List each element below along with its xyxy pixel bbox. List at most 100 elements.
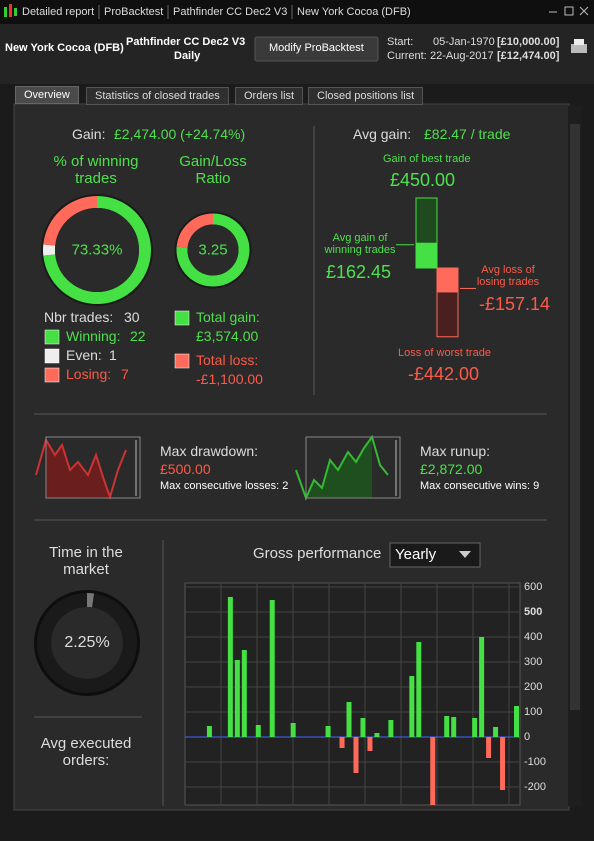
gain-value: £2,474.00 (+24.74%) bbox=[114, 126, 246, 142]
tab[interactable]: Orders list bbox=[235, 87, 304, 105]
bar bbox=[255, 725, 261, 737]
legend-swatch bbox=[174, 353, 190, 369]
bar bbox=[367, 737, 373, 751]
orders-title: Avg executed orders: bbox=[40, 735, 132, 769]
donut-segment bbox=[176, 213, 214, 249]
winning-value: 73.33% bbox=[71, 241, 123, 259]
window-tab[interactable]: Pathfinder CC Dec2 V3 bbox=[173, 6, 288, 18]
runup-note: Max consecutive wins: 9 bbox=[420, 480, 540, 492]
y-tick-label: 200 bbox=[524, 681, 542, 693]
avg-label: Avg gain: bbox=[353, 126, 412, 142]
runup-box bbox=[305, 436, 401, 499]
instrument: New York Cocoa (DFB) bbox=[5, 42, 124, 54]
bar bbox=[325, 726, 331, 737]
button-label[interactable]: Modify ProBacktest bbox=[269, 42, 364, 54]
drawdown-label: Max drawdown: bbox=[160, 443, 259, 459]
runup-sparkline bbox=[306, 437, 372, 498]
donut-segment bbox=[176, 213, 250, 287]
bar bbox=[416, 642, 422, 737]
avg-win-value: £162.45 bbox=[326, 262, 392, 282]
tab[interactable]: Closed positions list bbox=[308, 87, 424, 105]
bar bbox=[493, 727, 499, 737]
window-tab[interactable]: Detailed report bbox=[22, 6, 95, 18]
window-tab[interactable]: New York Cocoa (DFB) bbox=[297, 6, 411, 18]
donut-hole bbox=[55, 208, 139, 292]
gain-label: Gain: bbox=[72, 126, 106, 142]
total-loss-label: Total loss: bbox=[196, 352, 259, 368]
print-icon[interactable] bbox=[574, 39, 584, 45]
window-tab[interactable]: ProBacktest bbox=[104, 6, 164, 18]
avg-loss-value: -£157.14 bbox=[479, 294, 551, 314]
modify-button[interactable] bbox=[254, 36, 379, 62]
avg-loss-bar bbox=[437, 268, 458, 293]
total-gain-label: Total gain: bbox=[196, 309, 260, 325]
scroll-thumb[interactable] bbox=[570, 124, 580, 710]
maximize[interactable] bbox=[564, 6, 574, 16]
winning-count: 22 bbox=[130, 328, 146, 344]
bar bbox=[241, 650, 247, 737]
bar bbox=[500, 737, 506, 790]
legend-swatch bbox=[44, 329, 60, 345]
runup-value: £2,872.00 bbox=[420, 461, 483, 477]
runup-sparkline bbox=[295, 434, 389, 501]
bar bbox=[374, 733, 380, 737]
period: Daily bbox=[174, 50, 201, 62]
bar bbox=[346, 702, 352, 737]
drawdown-note: Max consecutive losses: 2 bbox=[160, 480, 289, 492]
icon bbox=[9, 4, 12, 17]
donut-segment bbox=[43, 196, 98, 246]
current-capital: [£12,474.00] bbox=[497, 50, 560, 62]
best-value: £450.00 bbox=[390, 170, 456, 190]
icon bbox=[4, 7, 7, 17]
worst-value: -£442.00 bbox=[408, 364, 480, 384]
bar bbox=[472, 718, 478, 737]
y-tick-label: 600 bbox=[524, 581, 542, 593]
y-tick-label: 100 bbox=[524, 706, 542, 718]
even-count: 1 bbox=[109, 347, 117, 363]
print-icon[interactable] bbox=[571, 44, 587, 53]
total-gain-value: £3,574.00 bbox=[196, 328, 259, 344]
drawdown-box bbox=[45, 436, 141, 499]
tab[interactable]: Statistics of closed trades bbox=[86, 87, 229, 105]
dropdown-arrow[interactable] bbox=[459, 551, 471, 558]
bar bbox=[269, 600, 275, 737]
close[interactable] bbox=[579, 6, 589, 16]
start-date: 05-Jan-1970 bbox=[433, 36, 495, 48]
start-capital: [£10,000.00] bbox=[497, 36, 560, 48]
avg-loss-label: Avg loss of losing trades bbox=[476, 264, 540, 288]
system-name: Pathfinder CC Dec2 V3 bbox=[126, 36, 246, 48]
footer-bar bbox=[0, 812, 594, 841]
bar bbox=[430, 737, 436, 805]
drawdown-value: £500.00 bbox=[160, 461, 211, 477]
avg-win-bar bbox=[416, 242, 437, 268]
losing-name: Losing: bbox=[66, 366, 112, 382]
even-name: Even: bbox=[66, 347, 102, 363]
current-date: 22-Aug-2017 bbox=[430, 50, 494, 62]
y-tick-label: 400 bbox=[524, 631, 542, 643]
ratio-title: Gain/Loss Ratio bbox=[179, 153, 247, 187]
y-tick-label: 500 bbox=[524, 606, 542, 618]
donut-segment bbox=[43, 196, 151, 304]
y-tick-label: 0 bbox=[524, 731, 530, 743]
bar bbox=[486, 737, 492, 758]
donut-hole bbox=[51, 607, 123, 679]
donut-hole bbox=[187, 224, 239, 276]
bar bbox=[451, 717, 457, 737]
worst-label: Loss of worst trade bbox=[398, 347, 491, 359]
bar bbox=[409, 676, 415, 737]
bar bbox=[234, 660, 240, 737]
total-loss-value: -£1,100.00 bbox=[196, 371, 263, 387]
bar bbox=[227, 597, 233, 737]
period-value[interactable]: Yearly bbox=[395, 546, 437, 563]
winning-title: % of winning trades bbox=[53, 153, 139, 187]
bar bbox=[514, 706, 520, 737]
icon bbox=[14, 8, 17, 16]
tab[interactable]: Overview bbox=[15, 86, 79, 104]
bar bbox=[388, 720, 394, 737]
start-label: Start: bbox=[387, 36, 414, 48]
bar bbox=[444, 716, 450, 737]
trades-total: 30 bbox=[124, 309, 140, 325]
ratio-value: 3.25 bbox=[198, 241, 228, 259]
bar bbox=[290, 723, 296, 737]
